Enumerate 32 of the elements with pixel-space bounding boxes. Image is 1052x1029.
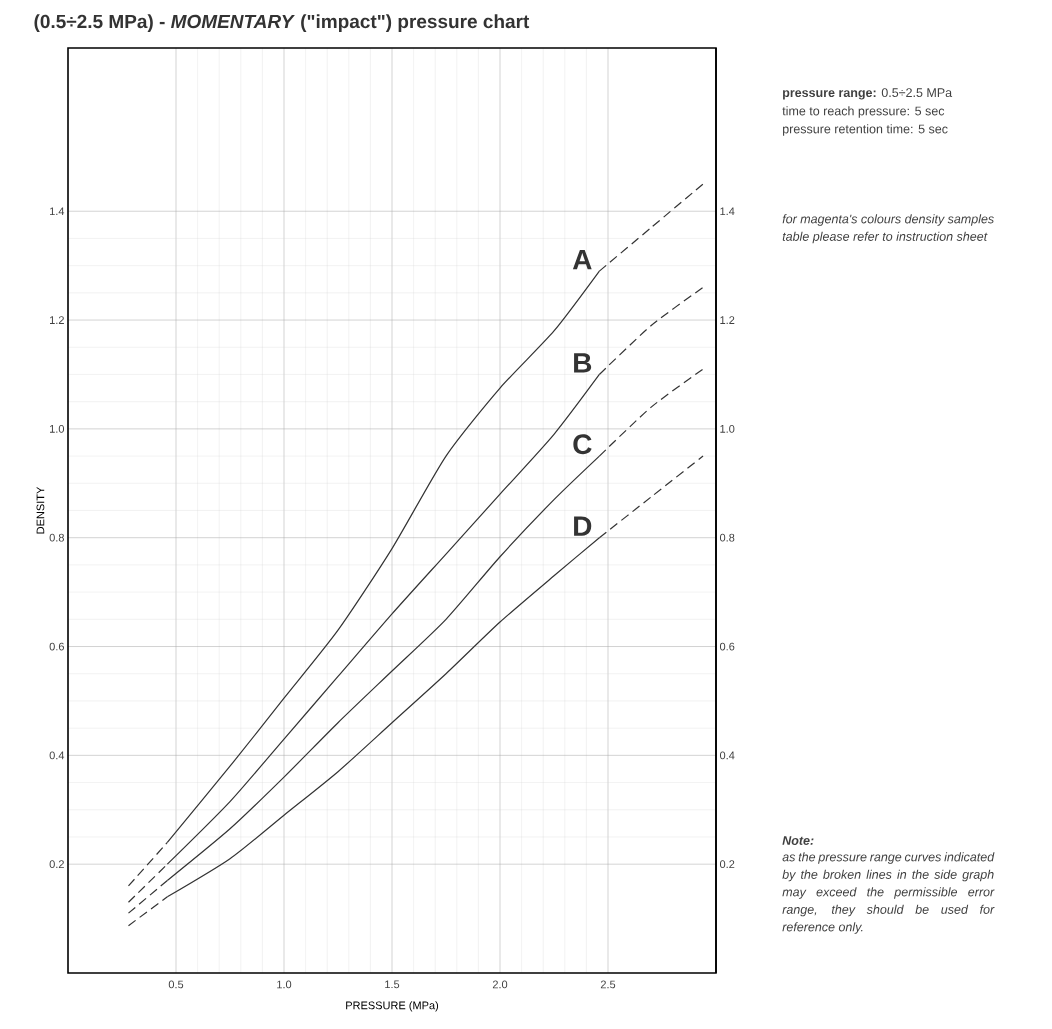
y2-tick-label: 0.2 (719, 860, 735, 869)
y2-tick-label: 0.4 (719, 751, 735, 760)
text: as the pressure range curves indicated by the broken lines in the side graph may exceed the permissible error range, they should be used for reference only. (782, 852, 995, 934)
y-axis-title: DENSITY (36, 486, 45, 534)
x-tick-label: 2.0 (492, 980, 508, 989)
x-axis-title: PRESSURE (MPa) (346, 1001, 439, 1012)
x-tick-label: 2.5 (600, 980, 616, 989)
text: for magenta's colours density samples table please refer to instruction sheet (782, 214, 994, 244)
y-tick-label: 0.2 (49, 860, 64, 869)
x-tick-label: 1.5 (385, 980, 400, 989)
y2-tick-label: 1.4 (720, 207, 735, 216)
y2-tick-label: 0.6 (719, 642, 735, 651)
x-tick-label: 0.5 (168, 980, 184, 989)
text: Note: (782, 836, 814, 845)
x-tick-label: 1.0 (277, 980, 292, 989)
y-tick-label: 0.4 (49, 751, 65, 760)
text: time to reach pressure: 5 sec (782, 106, 945, 118)
y2-tick-label: 1.2 (720, 316, 735, 324)
series-label: D (574, 516, 592, 536)
series-label: B (574, 353, 592, 373)
text: pressure retention time: 5 sec (783, 124, 948, 136)
text: pressure range: 0.5÷2.5 MPa (783, 88, 953, 100)
y-tick-label: 1.0 (50, 425, 65, 433)
y-tick-label: 1.2 (50, 316, 64, 324)
chart-title: (0.5÷2.5 MPa) - MOMENTARY ("impact") pressure chart (34, 14, 530, 32)
y2-tick-label: 1.0 (720, 425, 735, 433)
y-tick-label: 1.4 (50, 207, 65, 216)
series-label: C (573, 434, 592, 455)
y2-tick-label: 0.8 (719, 533, 735, 542)
y-tick-label: 0.8 (49, 533, 64, 542)
y-tick-label: 0.6 (49, 642, 64, 651)
series-label: A (572, 249, 592, 270)
